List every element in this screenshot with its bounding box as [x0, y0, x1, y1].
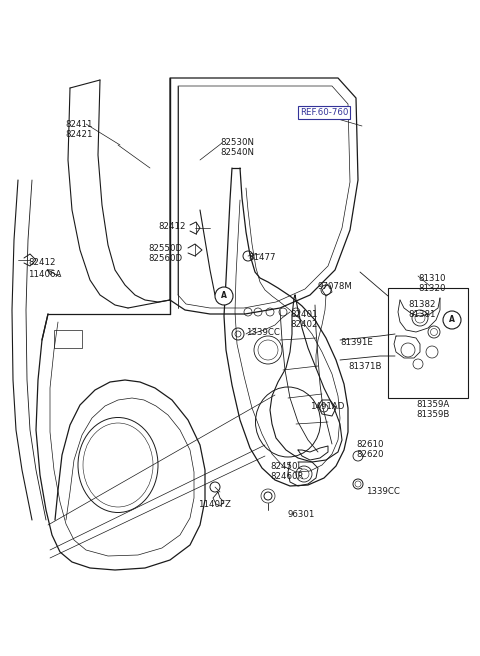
Text: 82412: 82412	[28, 258, 56, 267]
Text: 82550D
82560D: 82550D 82560D	[148, 244, 182, 264]
Text: 81359A
81359B: 81359A 81359B	[416, 400, 449, 419]
Bar	[54, 330, 82, 348]
Text: A: A	[449, 316, 455, 325]
Text: 1491AD: 1491AD	[310, 402, 344, 411]
Circle shape	[443, 311, 461, 329]
Text: 81477: 81477	[248, 253, 276, 262]
Text: 1339CC: 1339CC	[246, 328, 280, 337]
Circle shape	[215, 287, 233, 305]
Text: 82450L
82460R: 82450L 82460R	[270, 462, 303, 482]
Text: 82530N
82540N: 82530N 82540N	[220, 138, 254, 157]
Text: 81391E: 81391E	[340, 338, 373, 347]
Text: 82411
82421: 82411 82421	[65, 120, 93, 139]
Text: REF.60-760: REF.60-760	[300, 108, 348, 117]
Bar	[388, 288, 468, 398]
Text: 82412: 82412	[158, 222, 185, 231]
Text: 82610
82620: 82610 82620	[356, 440, 384, 459]
Text: 81310
81320: 81310 81320	[418, 274, 445, 293]
Text: A: A	[221, 291, 227, 300]
Text: 97078M: 97078M	[318, 282, 353, 291]
Text: 1140FZ: 1140FZ	[198, 500, 231, 509]
Text: 81371B: 81371B	[348, 362, 382, 371]
Text: 82401
82402: 82401 82402	[290, 310, 317, 329]
Text: 1339CC: 1339CC	[366, 487, 400, 496]
Text: 96301: 96301	[288, 510, 315, 519]
Text: 81382
81381: 81382 81381	[408, 300, 435, 319]
Text: 11406A: 11406A	[28, 270, 61, 279]
